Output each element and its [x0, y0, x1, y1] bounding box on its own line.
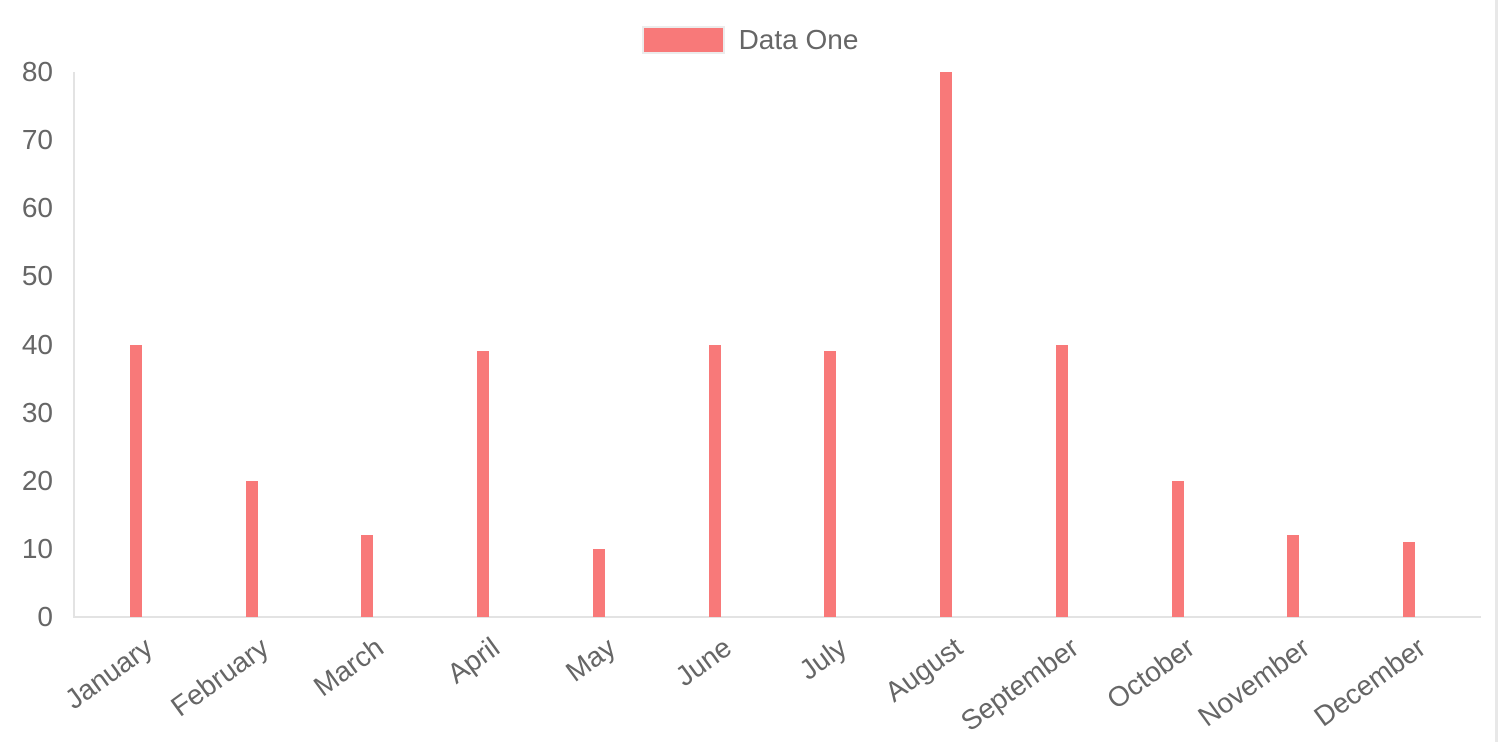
bar-august[interactable]: [940, 72, 953, 617]
legend-swatch: [641, 26, 725, 54]
x-axis-label: September: [954, 631, 1084, 737]
bar-november[interactable]: [1287, 535, 1300, 617]
x-axis-line: [73, 616, 1481, 618]
bar-january[interactable]: [129, 344, 142, 617]
y-axis-line: [73, 72, 75, 618]
x-axis-label: February: [164, 631, 274, 723]
y-tick-label: 20: [21, 464, 53, 496]
y-tick-label: 10: [21, 532, 53, 564]
bar-december[interactable]: [1403, 542, 1416, 617]
bar-june[interactable]: [708, 344, 721, 617]
y-tick-label: 40: [21, 328, 53, 360]
y-tick-label: 80: [21, 56, 53, 87]
y-tick-label: 50: [21, 260, 53, 292]
x-axis-label: August: [879, 631, 969, 708]
x-axis-label: December: [1308, 631, 1432, 733]
bar-february[interactable]: [245, 480, 258, 617]
page-right-border: [1495, 0, 1498, 742]
legend-item-data-one[interactable]: Data One: [0, 26, 1500, 54]
bar-october[interactable]: [1171, 480, 1184, 617]
x-axis-label: April: [441, 631, 506, 690]
y-tick-label: 70: [21, 124, 53, 156]
bar-september[interactable]: [1055, 344, 1068, 617]
y-tick-label: 30: [21, 396, 53, 428]
bar-april[interactable]: [477, 351, 490, 617]
y-tick-label: 60: [21, 192, 53, 224]
x-axis-label: March: [308, 631, 390, 703]
bar-may[interactable]: [592, 548, 605, 617]
x-axis-label: January: [59, 631, 158, 716]
bar-july[interactable]: [824, 351, 837, 617]
bar-march[interactable]: [361, 535, 374, 617]
x-axis-label: October: [1100, 631, 1200, 716]
y-tick-label: 0: [37, 601, 53, 632]
x-axis-label: July: [793, 631, 853, 686]
x-axis-label: May: [559, 631, 621, 688]
x-axis-label: June: [669, 631, 737, 693]
x-axis-label: November: [1192, 631, 1316, 733]
legend-label: Data One: [738, 24, 859, 55]
